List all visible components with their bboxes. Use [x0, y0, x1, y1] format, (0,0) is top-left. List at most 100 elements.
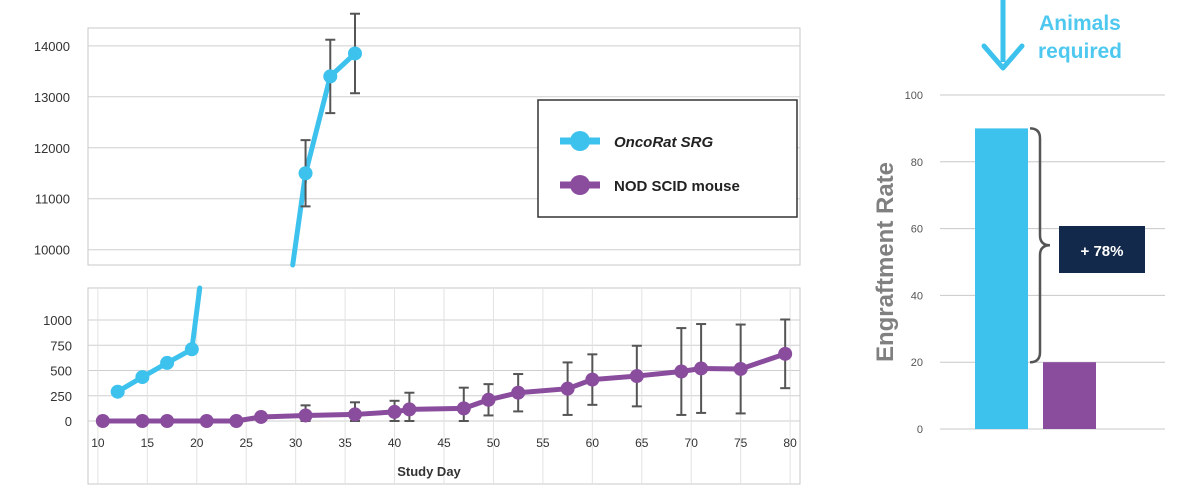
series-segment	[303, 73, 333, 176]
data-point	[160, 355, 175, 370]
data-point	[694, 361, 709, 376]
data-point	[348, 46, 362, 61]
difference-label: + 78%	[1081, 243, 1124, 260]
bar-y-tick-label: 100	[905, 90, 923, 102]
data-point	[199, 414, 214, 428]
x-tick-label: 80	[783, 436, 797, 450]
bar-nod-scid-mouse	[1043, 362, 1096, 429]
upper-y-tick-label: 13000	[34, 90, 70, 105]
legend-box	[537, 99, 798, 218]
data-point	[402, 402, 417, 417]
x-tick-label: 30	[289, 436, 303, 450]
x-tick-label: 25	[240, 436, 254, 450]
data-point	[323, 69, 338, 84]
data-point	[481, 392, 496, 407]
data-point	[254, 409, 269, 424]
series-segment	[515, 386, 571, 396]
upper-y-tick-label: 11000	[35, 192, 70, 207]
data-point	[585, 372, 600, 387]
x-tick-label: 15	[141, 436, 155, 450]
series-segment	[258, 412, 309, 420]
animals-required-callout: Animals required	[981, 0, 1122, 71]
bar-y-tick-label: 40	[911, 290, 923, 302]
legend-item-oncorat: OncoRat SRG	[560, 131, 714, 151]
bar-y-tick-label: 80	[911, 157, 923, 169]
series-segment	[290, 170, 309, 268]
series-segment	[738, 351, 788, 372]
x-tick-label: 65	[635, 436, 649, 450]
bar-y-tick-label: 0	[917, 424, 923, 436]
lower-y-tick-label: 0	[65, 414, 72, 429]
data-point	[511, 385, 526, 400]
data-point	[135, 370, 150, 385]
x-tick-label: 35	[338, 436, 352, 450]
data-point	[229, 414, 244, 428]
bar-oncorat-srg	[975, 128, 1028, 429]
lower-panel-y-ticks: 0 250 500 750 1000	[43, 313, 72, 429]
x-tick-label: 10	[91, 436, 105, 450]
x-tick-label: 45	[437, 436, 451, 450]
line-chart: 10000 11000 12000 13000 14000 0 250 500 750 1000…	[34, 12, 801, 485]
series-layer	[95, 12, 793, 428]
difference-bracket	[1029, 127, 1051, 364]
data-point	[135, 414, 150, 428]
data-point	[733, 361, 748, 376]
upper-y-tick-label: 12000	[34, 141, 70, 156]
series-segment	[189, 285, 203, 352]
x-tick-label: 75	[734, 436, 748, 450]
difference-badge: + 78%	[1059, 226, 1145, 273]
series-segment	[406, 405, 467, 412]
lower-y-tick-label: 500	[50, 364, 72, 379]
legend-label-nod-scid: NOD SCID mouse	[614, 178, 740, 195]
x-axis-label: Study Day	[397, 464, 461, 479]
series-oncorat-srg	[110, 12, 362, 399]
bar-y-axis-label: Engraftment Rate	[872, 162, 899, 362]
bar-chart-y-ticks: 0 20 40 60 80 100	[905, 90, 923, 436]
bars	[975, 128, 1096, 429]
down-arrow-icon	[981, 0, 1025, 71]
data-point	[298, 408, 313, 423]
legend: OncoRat SRG NOD SCID mouse	[537, 99, 798, 218]
data-point	[778, 346, 793, 361]
x-tick-label: 55	[536, 436, 550, 450]
lower-y-tick-label: 1000	[43, 313, 72, 328]
upper-y-tick-label: 14000	[34, 39, 70, 54]
upper-y-tick-label: 10000	[34, 243, 70, 258]
data-point	[298, 166, 313, 181]
data-point	[387, 404, 402, 419]
data-point	[184, 342, 199, 357]
data-point	[110, 384, 125, 399]
data-point	[348, 407, 362, 422]
legend-item-nod-scid: NOD SCID mouse	[560, 175, 740, 195]
x-tick-label: 20	[190, 436, 204, 450]
legend-marker-nod-scid	[570, 175, 590, 195]
series-nod-scid-mouse	[95, 318, 793, 428]
lower-y-tick-label: 750	[50, 338, 72, 353]
series-segment	[634, 369, 684, 379]
data-point	[95, 414, 110, 428]
legend-label-oncorat: OncoRat SRG	[614, 134, 714, 151]
data-point	[456, 401, 471, 416]
data-point	[560, 381, 575, 396]
x-tick-label: 70	[685, 436, 699, 450]
series-segment	[303, 411, 358, 418]
series-segment	[589, 373, 640, 383]
difference-badge-box	[1059, 226, 1145, 273]
lower-y-tick-label: 250	[50, 389, 72, 404]
callout-line-2: required	[1038, 40, 1122, 63]
data-point	[629, 369, 644, 384]
bar-chart: Animals required 0 20 40 60 80 100 Engraftmen…	[872, 0, 1165, 436]
x-tick-label: 50	[487, 436, 501, 450]
x-tick-label: 40	[388, 436, 402, 450]
upper-panel-y-ticks: 10000 11000 12000 13000 14000	[34, 39, 70, 258]
x-tick-label: 60	[586, 436, 600, 450]
data-point	[160, 414, 175, 428]
callout-line-1: Animals	[1039, 12, 1121, 35]
x-axis-ticks: 10 15 20 25 30 35 40 45 50 55 60 65 70 75 80	[91, 288, 797, 484]
data-point	[674, 364, 689, 379]
upper-panel-frame	[87, 27, 801, 266]
bar-y-tick-label: 20	[911, 357, 923, 369]
legend-marker-oncorat	[570, 131, 590, 151]
bar-y-tick-label: 60	[911, 224, 923, 236]
